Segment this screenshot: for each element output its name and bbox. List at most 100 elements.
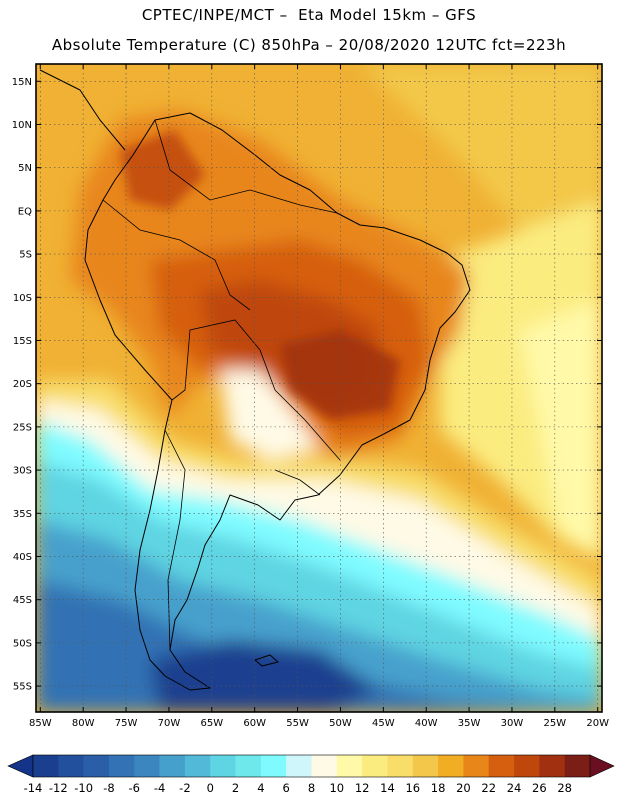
- colorbar-label: -4: [154, 781, 165, 795]
- colorbar-under-arrow: [7, 754, 34, 778]
- colorbar-swatch: [134, 755, 160, 777]
- lat-label: 40S: [13, 552, 32, 563]
- colorbar-swatch: [184, 755, 211, 777]
- colorbar-swatch: [438, 755, 464, 777]
- colorbar-label: 10: [329, 781, 344, 795]
- colorbar-swatch: [33, 755, 59, 777]
- field-e-ocean-light: [520, 300, 602, 560]
- field-deep-blue: [150, 640, 380, 712]
- colorbar-swatch: [58, 755, 84, 777]
- colorbar-swatch: [539, 755, 565, 777]
- lat-label: 15S: [13, 336, 32, 347]
- colorbar-swatch: [286, 755, 312, 777]
- title-line-1: CPTEC/INPE/MCT – Eta Model 15km – GFS: [141, 6, 477, 24]
- colorbar-swatch: [463, 755, 490, 777]
- lat-label: 20S: [13, 379, 32, 390]
- lon-label: 55W: [286, 718, 309, 729]
- south-america-coastline: [84, 112, 471, 691]
- border-venezuela-brazil: [154, 119, 338, 214]
- falklands-coastline: [254, 654, 279, 667]
- lon-label: 85W: [29, 718, 52, 729]
- colorbar-label: -10: [74, 781, 93, 795]
- lon-label: 40W: [415, 718, 438, 729]
- lon-label: 50W: [329, 718, 352, 729]
- colorbar-label: -12: [49, 781, 68, 795]
- lon-label: 80W: [72, 718, 95, 729]
- colorbar: -14 -12 -10 -8 -6 -4 -2 0 2 4 6 8 10 12 14 16 18 20 22 24 26…: [7, 754, 615, 795]
- colorbar-swatch: [488, 755, 515, 777]
- lat-label: 10S: [13, 293, 32, 304]
- colorbar-label: 28: [557, 781, 572, 795]
- lon-label: 35W: [458, 718, 481, 729]
- lat-label: 5S: [19, 250, 32, 261]
- border-brazil-south: [274, 389, 341, 461]
- colorbar-label: 6: [283, 781, 290, 795]
- graticule: [36, 64, 602, 712]
- colorbar-label: 26: [532, 781, 547, 795]
- colorbar-label: -8: [103, 781, 114, 795]
- central-america-coastline: [39, 69, 126, 151]
- temperature-field: [36, 64, 602, 712]
- colorbar-label: 14: [380, 781, 395, 795]
- colorbar-label: 2: [232, 781, 239, 795]
- lat-label: 5N: [18, 163, 32, 174]
- border-uruguay: [274, 469, 321, 496]
- colorbar-label: 24: [507, 781, 522, 795]
- colorbar-swatch: [412, 755, 439, 777]
- lat-label: 55S: [13, 682, 32, 693]
- lon-label: 60W: [243, 718, 266, 729]
- colorbar-label: 0: [207, 781, 214, 795]
- colorbar-label: -6: [129, 781, 140, 795]
- field-max-core: [280, 330, 400, 420]
- lon-label: 75W: [115, 718, 138, 729]
- colorbar-label: 12: [355, 781, 370, 795]
- lon-label: 30W: [501, 718, 524, 729]
- colorbar-swatch: [564, 755, 591, 777]
- coastlines: [39, 69, 471, 691]
- colorbar-outline: [32, 754, 591, 778]
- lat-label: 35S: [13, 509, 32, 520]
- colorbar-swatch: [108, 755, 135, 777]
- colorbar-label: 22: [481, 781, 496, 795]
- colorbar-label: 18: [431, 781, 446, 795]
- lat-label: 25S: [13, 422, 32, 433]
- map-frame: [35, 63, 603, 713]
- colorbar-swatch: [210, 755, 236, 777]
- lon-label: 70W: [158, 718, 181, 729]
- colorbar-swatch: [387, 755, 414, 777]
- longitude-axis: 85W 80W 75W 70W 65W 60W 55W 50W 45W 40W 35W 30W 25W 2…: [29, 64, 609, 729]
- lat-label: EQ: [18, 206, 32, 217]
- colorbar-label: 4: [257, 781, 264, 795]
- colorbar-label: 20: [456, 781, 471, 795]
- country-borders: [102, 119, 341, 651]
- lon-label: 25W: [544, 718, 567, 729]
- lon-label: 65W: [200, 718, 223, 729]
- lat-label: 45S: [13, 595, 32, 606]
- border-chile-argentina: [164, 429, 186, 651]
- colorbar-swatch: [362, 755, 388, 777]
- border-colombia-peru: [102, 199, 251, 311]
- lon-label: 45W: [372, 718, 395, 729]
- colorbar-label: -2: [179, 781, 190, 795]
- colorbar-swatch: [336, 755, 363, 777]
- lat-label: 30S: [13, 466, 32, 477]
- colorbar-swatch: [235, 755, 262, 777]
- title-line-2: Absolute Temperature (C) 850hPa – 20/08/…: [51, 36, 567, 54]
- colorbar-swatch: [260, 755, 287, 777]
- colorbar-label: 8: [308, 781, 315, 795]
- colorbar-swatch: [311, 755, 338, 777]
- colorbar-swatch: [83, 755, 110, 777]
- colorbar-label: -14: [24, 781, 43, 795]
- lat-label: 50S: [13, 638, 32, 649]
- lat-label: 15N: [12, 77, 32, 88]
- lon-label: 20W: [586, 718, 609, 729]
- field-andes-north: [120, 130, 205, 210]
- colorbar-swatch: [159, 755, 186, 777]
- lat-label: 10N: [12, 120, 32, 131]
- border-bolivia: [171, 319, 276, 401]
- colorbar-label: 16: [405, 781, 420, 795]
- colorbar-over-arrow: [589, 754, 615, 778]
- field-ne-ocean: [360, 64, 602, 250]
- colorbar-swatch: [514, 755, 540, 777]
